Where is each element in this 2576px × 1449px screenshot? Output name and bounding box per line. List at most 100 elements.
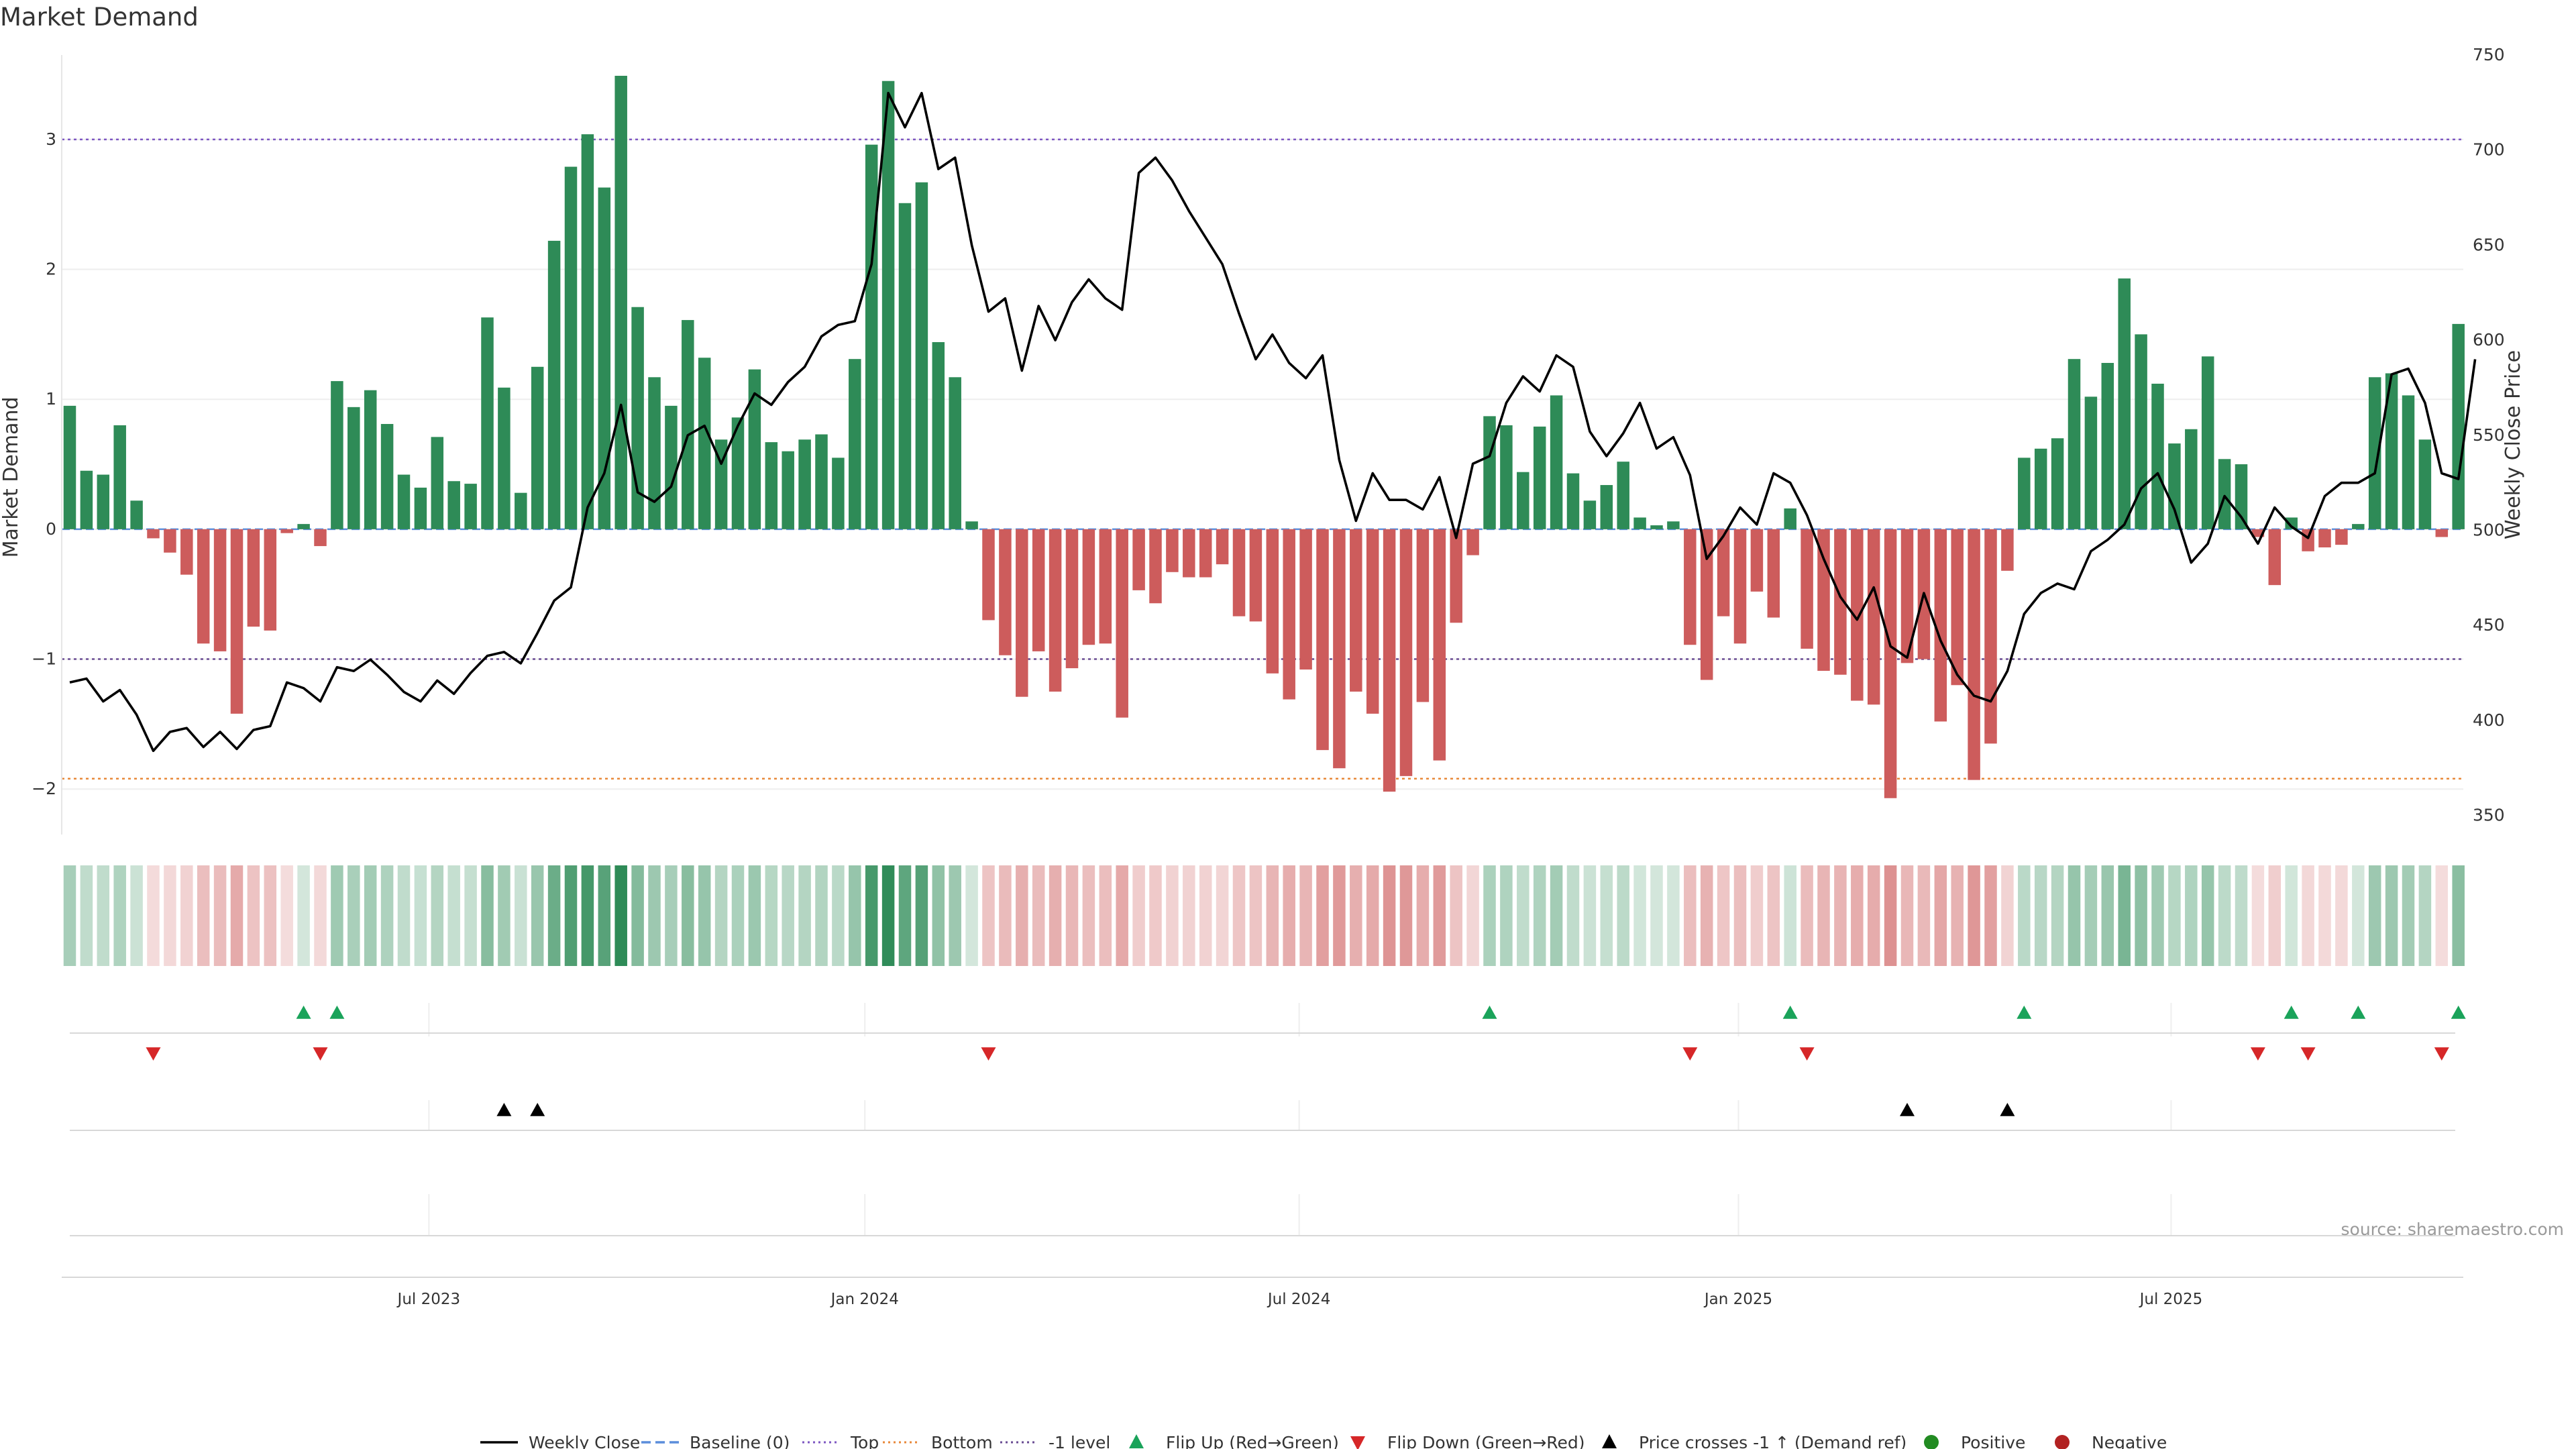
heat-cell	[748, 865, 761, 966]
y-tick-label-right: 400	[2473, 710, 2505, 730]
negative-bar	[1984, 529, 1997, 744]
heat-cell	[1149, 865, 1162, 966]
positive-bar	[865, 144, 878, 529]
positive-bar	[481, 317, 494, 529]
negative-bar	[147, 529, 160, 539]
legend-item: Price crosses -1 ↑ (Demand ref)	[1602, 1433, 1907, 1449]
flip-up-marker	[296, 1006, 311, 1019]
x-axis-ticks: Jul 2023 Jan 2024 Jul 2024 Jan 2025 Jul 2025	[396, 1291, 2203, 1308]
flip-down-marker	[2250, 1047, 2265, 1061]
positive-bar	[2151, 383, 2164, 529]
y-tick-label-left: 2	[46, 260, 56, 279]
negative-bar	[1851, 529, 1864, 701]
heat-cell	[1767, 865, 1780, 966]
negative-bar	[2251, 529, 2265, 537]
positive-bar	[1500, 425, 1513, 529]
negative-bar	[1884, 529, 1897, 798]
negative-bar	[2318, 529, 2331, 547]
negative-bar	[1232, 529, 1246, 616]
heat-cell	[849, 865, 861, 966]
positive-bar	[1517, 472, 1529, 529]
heat-cell	[414, 865, 427, 966]
heat-cell	[1333, 865, 1346, 966]
positive-bar	[598, 187, 611, 529]
negative-bar	[314, 529, 327, 547]
legend-item: Positive	[1924, 1433, 2025, 1449]
heat-cell	[1500, 865, 1513, 966]
positive-bar	[347, 407, 360, 529]
flip-down-marker	[1682, 1047, 1698, 1061]
positive-bar	[832, 458, 845, 529]
heat-cell	[531, 865, 544, 966]
positive-bar	[2218, 459, 2231, 529]
positive-bar	[765, 442, 778, 529]
positive-bar	[447, 481, 460, 529]
heat-cell	[798, 865, 811, 966]
heat-cell	[2101, 865, 2114, 966]
negative-bar	[1684, 529, 1697, 645]
negative-bar	[230, 529, 244, 714]
heat-cell	[1700, 865, 1713, 966]
positive-bar	[2051, 438, 2064, 529]
price-cross-marker	[2000, 1103, 2015, 1116]
heat-cell	[80, 865, 93, 966]
flip-down-marker	[146, 1047, 161, 1061]
heat-cell	[815, 865, 828, 966]
heat-cell	[714, 865, 728, 966]
heat-cell	[2135, 865, 2147, 966]
heat-cell	[2268, 865, 2282, 966]
heat-cell	[1266, 865, 1279, 966]
heat-cell	[1450, 865, 1462, 966]
heat-cell	[2285, 865, 2298, 966]
heat-cell	[447, 865, 460, 966]
negative-bar	[1834, 529, 1847, 675]
positive-bar	[698, 358, 711, 529]
heat-cell	[1232, 865, 1246, 966]
positive-bar	[2034, 448, 2047, 529]
heat-cell	[1399, 865, 1413, 966]
positive-bar	[80, 470, 93, 529]
heat-cell	[1817, 865, 1830, 966]
positive-bar	[798, 439, 811, 529]
flip-down-marker	[2434, 1047, 2449, 1061]
legend-label: Bottom	[931, 1433, 993, 1449]
heat-cell	[581, 865, 594, 966]
flip-up-marker	[1782, 1006, 1798, 1019]
negative-bar	[1700, 529, 1713, 680]
heat-cell	[1667, 865, 1680, 966]
negative-bar	[1900, 529, 1914, 663]
positive-bar	[130, 500, 143, 529]
y-tick-label-left: 0	[46, 519, 56, 539]
negative-bar	[213, 529, 227, 651]
heat-cell	[481, 865, 494, 966]
heat-cell	[765, 865, 778, 966]
legend-item: Negative	[2055, 1433, 2167, 1449]
positive-bar	[2352, 524, 2365, 529]
positive-bar	[297, 524, 310, 529]
heat-cell	[2302, 865, 2314, 966]
heat-cell	[631, 865, 644, 966]
heat-cell	[2001, 865, 2014, 966]
positive-bar	[2201, 356, 2214, 529]
positive-bar	[2168, 443, 2181, 529]
positive-bar	[2135, 334, 2147, 529]
positive-bar	[2118, 278, 2131, 529]
heat-cell	[2318, 865, 2331, 966]
heat-cell	[1533, 865, 1546, 966]
positive-bar	[2101, 362, 2114, 529]
heat-cell	[2418, 865, 2432, 966]
heat-cell	[1884, 865, 1897, 966]
heat-cell	[2151, 865, 2164, 966]
heat-cell	[1316, 865, 1329, 966]
heat-cell	[1684, 865, 1697, 966]
positive-bar	[1583, 500, 1597, 529]
legend-swatch-triangle-down	[1350, 1436, 1365, 1449]
negative-bar	[1283, 529, 1295, 700]
heat-cell	[230, 865, 244, 966]
heat-cell	[147, 865, 160, 966]
heat-cell	[2084, 865, 2098, 966]
heat-cell	[982, 865, 995, 966]
positive-bar	[714, 439, 728, 529]
heat-cell	[297, 865, 310, 966]
positive-bar	[648, 377, 661, 529]
